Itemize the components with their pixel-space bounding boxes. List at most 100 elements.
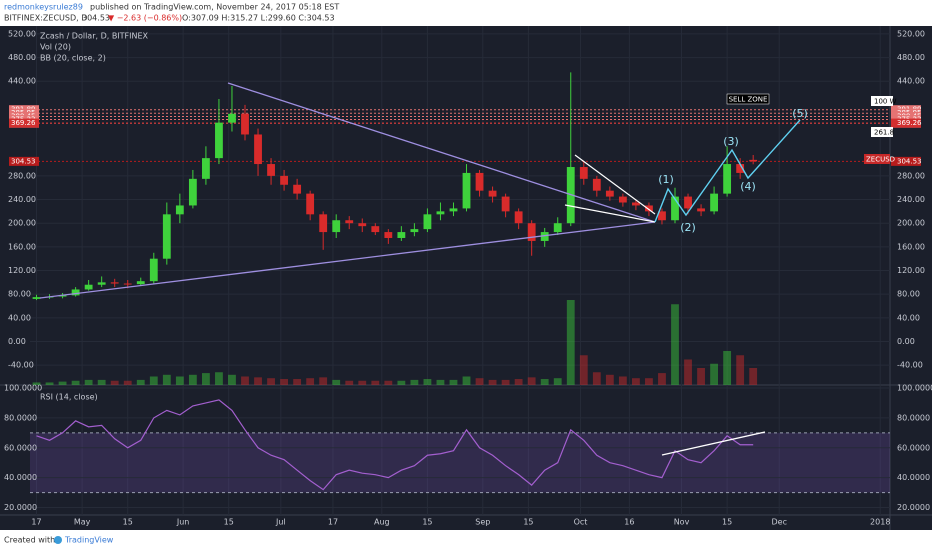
volume-bar (710, 363, 718, 385)
volume-bar (84, 379, 93, 385)
x-tick-label: 16 (624, 518, 634, 527)
x-tick-label: Aug (374, 518, 390, 527)
y-tick-label: 440.00 (8, 77, 36, 86)
candle-body (749, 159, 758, 162)
volume-bar (280, 379, 288, 385)
volume-bar (553, 378, 562, 385)
level-label: 304.53 (11, 157, 36, 165)
x-tick-label: 17 (31, 518, 41, 527)
y-tick-label: 440.00 (897, 77, 925, 86)
volume-bar (540, 379, 549, 385)
candle-body (188, 178, 197, 206)
wave-label: (2) (680, 221, 696, 234)
wedge-line (564, 204, 656, 223)
rsi-trend-line (661, 431, 766, 456)
volume-bar (618, 376, 627, 385)
candle-body (162, 214, 171, 259)
candle-body (697, 208, 705, 212)
x-tick-label: Oct (574, 518, 588, 527)
y-tick-label: 0.00 (897, 337, 915, 346)
y-tick-label: 280.00 (897, 171, 925, 180)
drawings: (1) (2) (3) (4) (5) SELL ZONE 100 W 261.… (39, 82, 897, 456)
y-tick-label: 80.00 (897, 290, 920, 299)
volume-bar (671, 304, 679, 385)
volume-bar (188, 374, 197, 385)
y-tick-label: 0.00 (8, 337, 26, 346)
level-box (9, 118, 39, 128)
candle-body (436, 211, 445, 215)
rsi-tick-label: 100.0000 (897, 384, 932, 393)
candle-body (684, 196, 692, 209)
x-tick-label: Dec (772, 518, 787, 527)
rsi-band (30, 432, 890, 493)
x-tick-label: Jul (275, 518, 286, 527)
volume-bar (488, 379, 497, 385)
x-tick-label: 15 (523, 518, 533, 527)
candle-body (553, 223, 562, 233)
y-tick-label: 40.00 (8, 313, 31, 322)
volume-bar (423, 379, 432, 385)
volume-bar (358, 380, 367, 385)
rsi-tick-label: 80.0000 (897, 413, 930, 422)
marks (32, 72, 758, 491)
grid: 17 May 15 Jun 15 Jul 17 Aug 15 Sep 15 Oct 16 Nov 15 Dec… (4, 26, 932, 527)
candle-body (58, 295, 67, 297)
ohlc: O:307.09 H:315.27 L:299.60 C:304.53 (182, 14, 335, 23)
candle-body (71, 289, 80, 296)
wave-label: (4) (740, 180, 756, 193)
x-tick-label: 15 (224, 518, 234, 527)
y-tick-label: 120.00 (8, 266, 36, 275)
volume-bar (592, 372, 601, 385)
volume-bar (332, 379, 341, 385)
candle-body (228, 113, 236, 123)
candle-body (410, 229, 419, 233)
y-tick-label: 160.00 (8, 242, 36, 251)
y-tick-label: 480.00 (8, 53, 36, 62)
candle-body (671, 196, 679, 221)
y-tick-label: 40.00 (897, 313, 920, 322)
wave-label: (1) (658, 173, 674, 186)
volume-bar (58, 381, 67, 385)
volume-bar (306, 378, 315, 385)
candle-body (306, 193, 315, 215)
candle-body (358, 223, 367, 227)
volume-bar (501, 379, 510, 385)
y-tick-label: 520.00 (897, 29, 925, 38)
candle-body (123, 283, 132, 285)
x-tick-label: Jun (176, 518, 190, 527)
candle-body (345, 220, 354, 224)
y-tick-label: 80.00 (8, 290, 31, 299)
fib-box (871, 127, 893, 137)
candle-body (540, 232, 549, 241)
candle-body (371, 226, 380, 233)
candle-body (175, 205, 184, 215)
volume-bar (384, 380, 393, 385)
candle-body (97, 282, 106, 285)
candle-body (110, 282, 119, 284)
candle-body (723, 164, 732, 194)
y-tick-label: 120.00 (897, 266, 925, 275)
published: published on TradingView.com, November 2… (90, 3, 339, 12)
author: redmonkeysrulez89 (4, 3, 83, 12)
candle-body (527, 223, 536, 241)
last: 304.53 (82, 14, 110, 23)
rsi-tick-label: 40.0000 (897, 473, 930, 482)
candle-body (215, 122, 223, 159)
wave-label: (5) (792, 107, 808, 120)
candle-body (618, 196, 627, 203)
volume-bar (136, 379, 145, 385)
y-tick-label: -40.00 (8, 361, 34, 370)
volume-bar (228, 374, 236, 385)
volume-bar (684, 359, 692, 385)
level-label: 304.53 (897, 157, 922, 165)
volume-bar (254, 377, 262, 385)
volume-bar (410, 379, 419, 385)
volume-bar (45, 382, 54, 385)
volume-bar (215, 372, 223, 385)
y-tick-label: -40.00 (897, 361, 923, 370)
trend-line (39, 221, 656, 299)
volume-bar (697, 368, 705, 385)
x-tick-label: 15 (123, 518, 133, 527)
candle-body (319, 214, 328, 233)
